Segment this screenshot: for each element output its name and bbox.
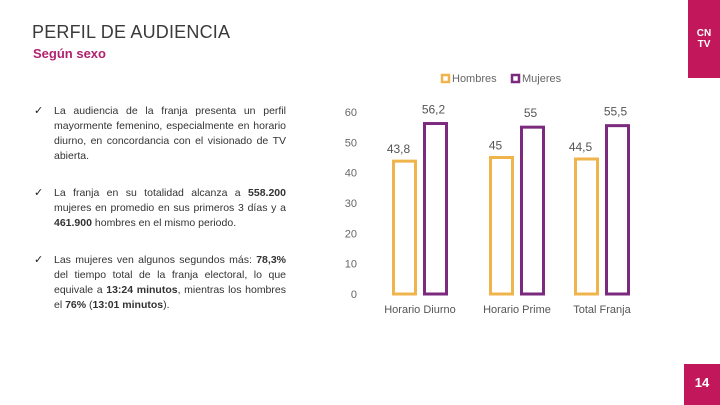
bullet-text-part: La franja en su totalidad alcanza a [54, 187, 249, 199]
y-tick-label: 30 [345, 198, 357, 210]
bullet-text-part: 76% [65, 299, 87, 311]
check-icon: ✓ [34, 187, 44, 199]
bullet-text-part: 461.900 [54, 217, 92, 229]
check-icon: ✓ [34, 105, 44, 117]
data-label: 44,5 [569, 140, 593, 154]
check-icon: ✓ [34, 254, 44, 266]
bullet-text-part: 78,3% [256, 254, 286, 266]
data-label: 55 [524, 106, 538, 120]
bullet-text-part: mujeres en promedio en sus primeros 3 dí… [54, 202, 286, 214]
data-label: 55,5 [604, 105, 628, 119]
bullet-list: ✓ La audiencia de la franja presenta un … [34, 104, 286, 335]
legend-swatch [440, 73, 451, 84]
bar-mujeres [605, 124, 630, 296]
bullet-item: ✓ La audiencia de la franja presenta un … [34, 104, 286, 164]
y-tick-label: 60 [345, 107, 357, 119]
page-subtitle: Según sexo [33, 46, 106, 61]
page-title: PERFIL DE AUDIENCIA [32, 22, 231, 42]
bullet-text-part: hombres en el mismo periodo. [91, 217, 237, 229]
legend-swatch [510, 73, 521, 84]
bar-mujeres [520, 125, 545, 296]
bullet-text-part: ( [86, 299, 93, 311]
x-tick-label: Total Franja [573, 304, 631, 316]
bullet-item: ✓ La franja en su totalidad alcanza a 55… [34, 186, 286, 231]
bullet-text: La franja en su totalidad alcanza a 558.… [54, 187, 286, 229]
logo-line-2: TV [697, 39, 711, 50]
legend-label: Hombres [452, 73, 497, 85]
page-number: 14 [684, 364, 720, 405]
legend-label: Mujeres [522, 73, 562, 85]
y-tick-label: 20 [345, 228, 357, 240]
bar-hombres [392, 159, 417, 296]
bullet-text-part: , mientras los hombres el [54, 284, 286, 311]
y-tick-label: 40 [345, 168, 357, 180]
bar-hombres [574, 157, 599, 296]
bar-mujeres [423, 122, 448, 296]
bullet-text-part: 13:24 minutos [106, 284, 178, 296]
y-tick-label: 50 [345, 137, 357, 149]
bullet-text-part: del tiempo total de la franja electoral,… [54, 269, 286, 296]
data-label: 43,8 [387, 142, 411, 156]
bullet-text: Las mujeres ven algunos segundos más: 78… [54, 254, 286, 311]
brand-logo: CN TV [688, 0, 720, 78]
bullet-item: ✓ Las mujeres ven algunos segundos más: … [34, 253, 286, 313]
data-label: 56,2 [422, 103, 446, 117]
bullet-text-part: ). [163, 299, 170, 311]
bullet-text-part: 13:01 minutos [92, 299, 164, 311]
bar-hombres [489, 156, 514, 296]
bullet-text: La audiencia de la franja presenta un pe… [54, 105, 286, 162]
bar-chart: Hombres Mujeres 0 10 20 30 40 50 60 43,8 56,2 Horar… [345, 73, 632, 316]
logo-line-1: CN [696, 28, 712, 39]
bullet-text-part: La audiencia de la franja presenta un pe… [54, 105, 286, 162]
bullet-text-part: 558.200 [248, 187, 286, 199]
bullet-text-part: Las mujeres ven algunos segundos más: [54, 254, 257, 266]
data-label: 45 [489, 139, 503, 153]
x-tick-label: Horario Diurno [384, 304, 456, 316]
y-tick-label: 10 [345, 259, 357, 271]
y-tick-label: 0 [351, 289, 357, 301]
x-tick-label: Horario Prime [483, 304, 551, 316]
